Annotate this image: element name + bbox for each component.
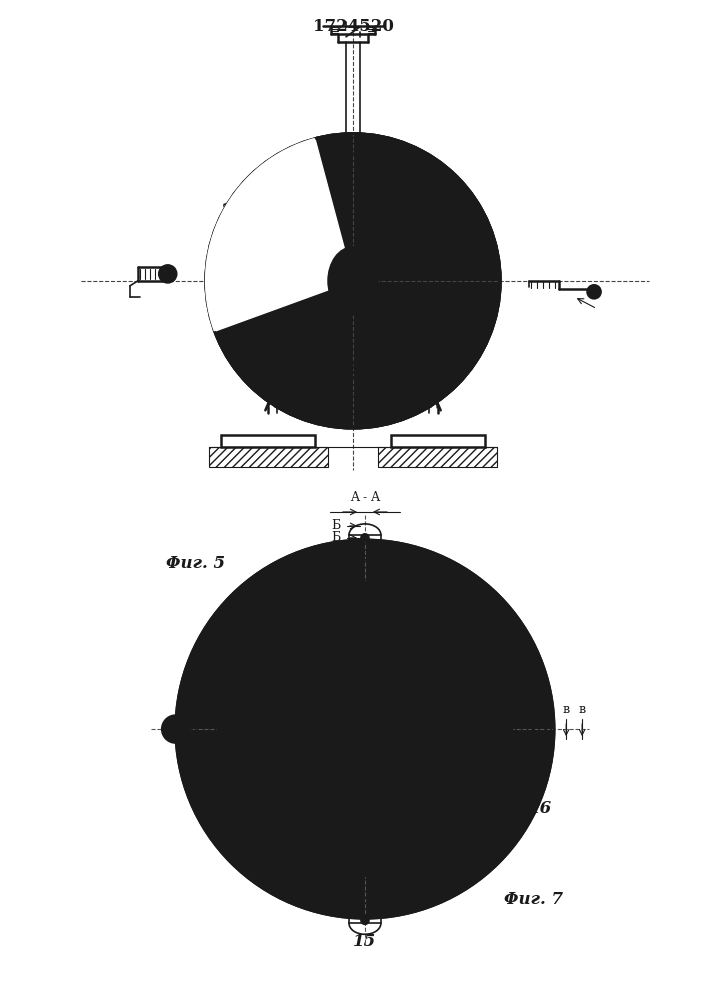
- Circle shape: [218, 582, 513, 877]
- Text: 17: 17: [435, 333, 460, 351]
- Text: в: в: [578, 703, 585, 716]
- Bar: [391, 435, 486, 447]
- Circle shape: [361, 534, 369, 542]
- Text: 16: 16: [530, 800, 553, 817]
- Circle shape: [162, 715, 189, 743]
- Circle shape: [176, 540, 554, 918]
- Text: 14: 14: [198, 641, 221, 658]
- Circle shape: [170, 723, 182, 735]
- Circle shape: [288, 724, 298, 734]
- Circle shape: [397, 688, 406, 696]
- Text: 27: 27: [221, 203, 245, 221]
- Text: в: в: [563, 703, 570, 716]
- Circle shape: [325, 688, 332, 696]
- Bar: [209, 447, 328, 467]
- Text: 2: 2: [373, 751, 385, 768]
- Circle shape: [360, 652, 370, 662]
- Text: A - A: A - A: [350, 491, 380, 504]
- Circle shape: [360, 796, 370, 806]
- Text: 1724520: 1724520: [312, 18, 393, 35]
- Wedge shape: [206, 138, 351, 331]
- Text: Б: Б: [331, 519, 340, 532]
- Text: Б: Б: [331, 531, 340, 544]
- Circle shape: [206, 133, 501, 428]
- Text: Φиг. 7: Φиг. 7: [504, 891, 563, 908]
- Text: 22: 22: [297, 751, 320, 768]
- Circle shape: [587, 285, 601, 299]
- Circle shape: [347, 711, 383, 747]
- Text: Φиг. 5: Φиг. 5: [165, 555, 225, 572]
- Text: 15: 15: [353, 933, 376, 950]
- Ellipse shape: [328, 247, 378, 315]
- Text: 13: 13: [509, 656, 532, 673]
- Circle shape: [432, 724, 442, 734]
- Bar: [378, 447, 498, 467]
- Circle shape: [361, 916, 369, 924]
- Circle shape: [347, 265, 359, 277]
- Circle shape: [159, 265, 177, 283]
- Bar: [221, 435, 315, 447]
